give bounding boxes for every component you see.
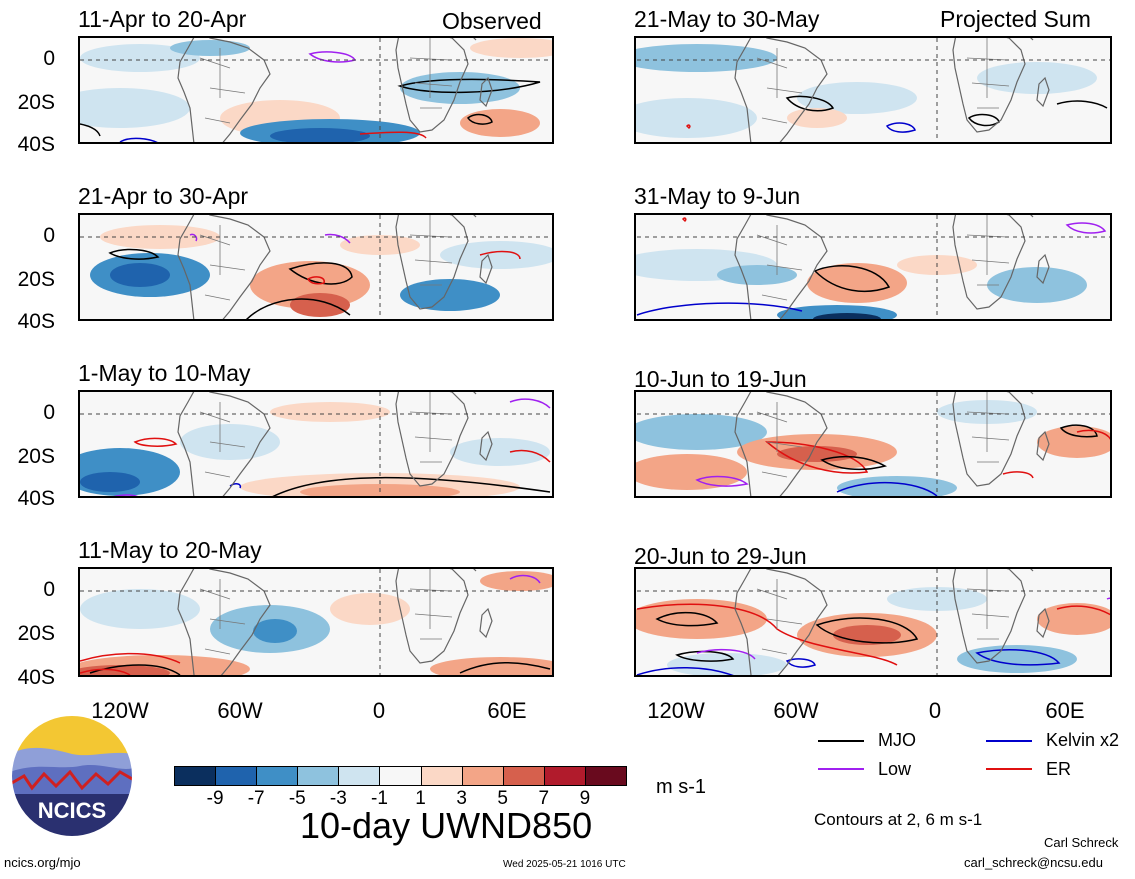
colorbar-tick-label: -5 [288,788,306,809]
logo-text: NCICS [38,798,106,823]
map-panel [78,36,554,144]
panel-title: 20-Jun to 29-Jun [634,543,807,569]
panel-title: 21-May to 30-May [634,6,820,32]
colorbar-tick-label: -1 [371,788,388,809]
legend-label-low: Low [878,759,912,779]
colorbar-tick-label: 3 [456,788,467,809]
map-panel [78,390,554,498]
colorbar-tick-label: -9 [206,788,224,809]
colorbar-units: m s-1 [656,776,706,798]
timestamp: Wed 2025-05-21 1016 UTC [503,859,626,870]
x-label: 0 [372,698,386,723]
panel-title: 11-Apr to 20-Apr [78,6,247,32]
author: Carl Schreck [1044,835,1119,850]
colorbar-box [297,766,340,786]
y-label: 0 [43,401,55,424]
y-label: 20S [17,622,55,645]
y-label: 20S [17,445,55,468]
map-panel [78,213,554,321]
x-label: 120W [647,698,705,723]
site-link[interactable]: ncics.org/mjo [4,855,81,870]
panel-title: 21-Apr to 30-Apr [78,183,249,209]
colorbar-tick-label: -3 [329,788,347,809]
panel-tag-observed: Observed [442,8,542,34]
figure-title: 10-day UWND850 [300,805,593,846]
colorbar-tick-label: 5 [497,788,508,809]
legend-line-kelvin [986,740,1032,742]
y-label: 40S [17,487,55,510]
x-label: 0 [928,698,942,723]
colorbar [174,766,627,786]
legend-line-er [986,768,1032,770]
colorbar-box [379,766,422,786]
ncics-logo: NCICS [10,714,134,838]
colorbar-box [543,766,586,786]
panel-tag-projected: Projected Sum [940,6,1091,32]
colorbar-tick-label: -7 [247,788,265,809]
colorbar-box [174,766,217,786]
colorbar-box [215,766,258,786]
map-panel [634,213,1112,321]
map-panel [634,390,1112,498]
panel-title: 1-May to 10-May [78,360,251,386]
legend-label-kelvin: Kelvin x2 [1046,730,1120,750]
x-label: 60E [1045,698,1085,723]
y-label: 40S [17,310,55,333]
y-label: 0 [43,578,55,601]
colorbar-box [256,766,299,786]
colorbar-tick-label: 9 [579,788,591,809]
x-label: 60W [217,698,263,723]
panel-title: 10-Jun to 19-Jun [634,366,807,392]
panel-title: 11-May to 20-May [78,537,262,563]
email: carl_schreck@ncsu.edu [964,855,1103,870]
y-label: 20S [17,268,55,291]
y-label: 0 [43,47,55,70]
legend-line-mjo [818,740,864,742]
legend-label-mjo: MJO [878,730,916,750]
y-label: 40S [17,666,55,689]
colorbar-tick-label: 7 [538,788,550,809]
colorbar-box [420,766,463,786]
legend-line-low [818,768,864,770]
contours-note: Contours at 2, 6 m s-1 [814,810,983,829]
x-label: 60E [487,698,527,723]
x-label: 60W [773,698,819,723]
legend-label-er: ER [1046,759,1072,779]
panel-title: 31-May to 9-Jun [634,183,801,209]
map-panel [634,36,1112,144]
colorbar-box [502,766,545,786]
y-label: 0 [43,224,55,247]
colorbar-tick-label: 1 [415,788,426,809]
x-label: 120W [91,698,149,723]
y-label: 20S [17,91,55,114]
colorbar-box [584,766,627,786]
y-label: 40S [17,133,55,156]
colorbar-box [461,766,504,786]
map-panel [634,567,1112,677]
map-panel [78,567,554,677]
colorbar-box [338,766,381,786]
